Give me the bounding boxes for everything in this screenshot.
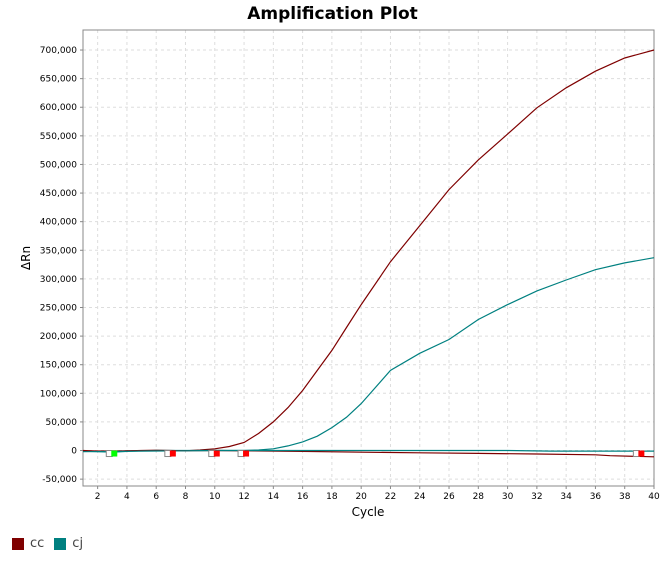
x-tick-label: 36: [590, 492, 602, 502]
x-tick-label: 30: [502, 492, 514, 502]
y-tick-label: 50,000: [46, 418, 78, 428]
x-tick-label: 2: [95, 492, 101, 502]
y-tick-label: 650,000: [40, 75, 77, 85]
amplification-plot: 2 4 6 8 10 12 14 16 18 20 22 24 26 28 30 32 34 36 38 40-50,…: [19, 29, 660, 519]
x-tick-label: 12: [238, 492, 249, 502]
legend-label: cc: [30, 536, 45, 551]
plot-frame: [82, 29, 655, 487]
y-tick-label: 600,000: [40, 103, 77, 113]
threshold-marker[interactable]: [111, 450, 118, 457]
y-tick-label: 200,000: [40, 332, 77, 342]
x-tick-label: 28: [473, 492, 485, 502]
legend: cc cj: [12, 536, 83, 551]
x-tick-label: 40: [648, 492, 660, 502]
y-tick-label: 150,000: [40, 361, 77, 371]
x-tick-label: 32: [531, 492, 542, 502]
y-tick-label: 300,000: [40, 275, 77, 285]
x-tick-label: 24: [414, 492, 426, 502]
x-tick-label: 20: [355, 492, 367, 502]
x-tick-label: 26: [443, 492, 455, 502]
x-tick-label: 22: [385, 492, 396, 502]
threshold-marker[interactable]: [243, 450, 250, 457]
y-tick-label: 0: [71, 447, 77, 457]
y-tick-label: 350,000: [40, 246, 77, 256]
y-tick-label: 450,000: [40, 189, 77, 199]
chart-title: Amplification Plot: [247, 4, 418, 24]
series-line-cj: [82, 257, 655, 453]
legend-swatch: [12, 537, 24, 550]
x-tick-label: 4: [124, 492, 130, 502]
y-tick-label: 250,000: [40, 303, 77, 313]
x-tick-label: 8: [183, 492, 189, 502]
x-tick-label: 10: [209, 492, 221, 502]
x-axis-label: Cycle: [352, 505, 385, 519]
y-tick-label: -50,000: [42, 475, 77, 485]
y-tick-label: 100,000: [40, 389, 77, 399]
x-tick-label: 16: [297, 492, 309, 502]
y-tick-label: 500,000: [40, 160, 77, 170]
series-line-cj-baseline: [82, 449, 654, 453]
x-tick-label: 38: [619, 492, 631, 502]
threshold-marker[interactable]: [213, 450, 220, 457]
x-tick-label: 6: [153, 492, 159, 502]
legend-label: cj: [72, 536, 84, 551]
legend-item-cc[interactable]: cc: [12, 536, 44, 551]
legend-item-cj[interactable]: cj: [54, 536, 83, 551]
x-tick-label: 34: [560, 492, 572, 502]
x-tick-label: 18: [326, 492, 338, 502]
threshold-marker[interactable]: [638, 450, 645, 457]
legend-swatch: [54, 537, 67, 550]
series-line-cc: [82, 49, 655, 453]
y-tick-label: 700,000: [40, 46, 77, 56]
threshold-marker[interactable]: [169, 450, 176, 457]
y-tick-label: 400,000: [40, 218, 77, 228]
y-axis-label: ΔRn: [19, 246, 33, 270]
x-tick-label: 14: [268, 492, 280, 502]
y-tick-label: 550,000: [40, 132, 77, 142]
